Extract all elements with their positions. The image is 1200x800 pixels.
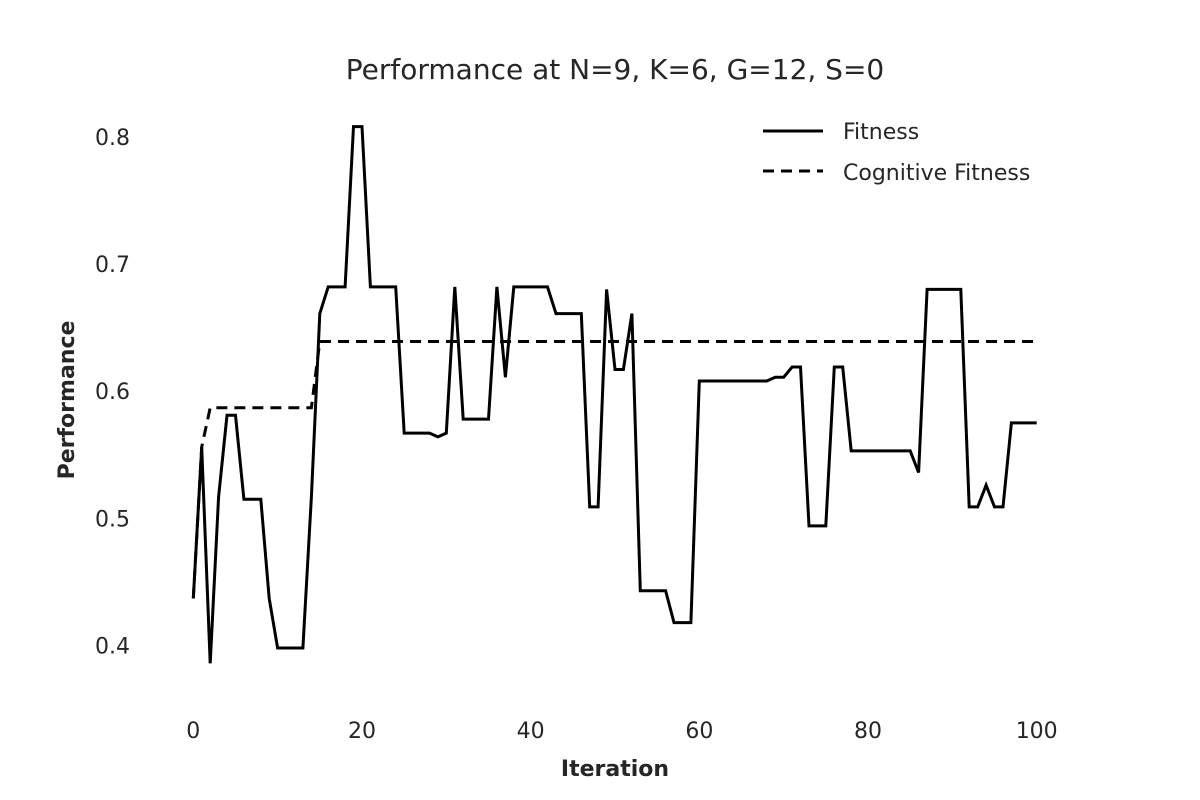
- series-line-cognitive-fitness: [191, 340, 1037, 599]
- x-tick-label: 40: [517, 719, 545, 744]
- legend-label-cognitive-fitness: Cognitive Fitness: [843, 161, 1030, 186]
- x-tick-label: 80: [854, 719, 882, 744]
- x-axis-label: Iteration: [561, 757, 669, 782]
- chart-title: Performance at N=9, K=6, G=12, S=0: [346, 53, 884, 86]
- x-tick-label: 60: [685, 719, 713, 744]
- x-tick-label: 100: [1016, 719, 1058, 744]
- y-axis-label: Performance: [55, 321, 80, 480]
- y-tick-label: 0.5: [95, 507, 130, 532]
- y-tick-label: 0.8: [95, 126, 130, 151]
- y-tick-label: 0.6: [95, 380, 130, 405]
- x-tick-label: 0: [186, 719, 200, 744]
- legend: Fitness Cognitive Fitness: [763, 120, 1030, 186]
- x-axis-ticks: 0 20 40 60 80 100: [186, 719, 1057, 744]
- x-tick-label: 20: [348, 719, 376, 744]
- legend-label-fitness: Fitness: [843, 120, 919, 145]
- y-tick-label: 0.4: [95, 634, 130, 659]
- series-line-fitness: [191, 125, 1037, 664]
- y-axis-ticks: 0.4 0.5 0.6 0.7 0.8: [95, 126, 130, 660]
- series-group: [191, 125, 1037, 664]
- y-tick-label: 0.7: [95, 253, 130, 278]
